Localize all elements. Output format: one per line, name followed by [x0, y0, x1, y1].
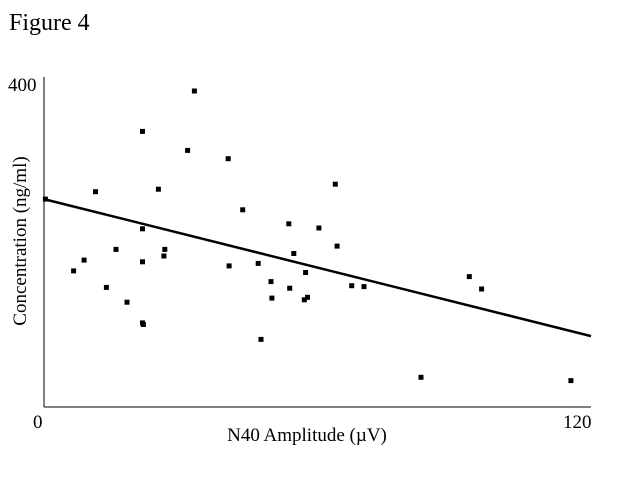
data-point-29: [303, 270, 309, 275]
data-point-33: [334, 243, 340, 249]
data-point-10: [140, 259, 145, 265]
data-point-14: [161, 253, 167, 259]
y-tick-label-400: 400: [8, 75, 37, 96]
data-point-21: [255, 260, 261, 266]
data-point-22: [258, 336, 264, 342]
data-point-17: [191, 88, 197, 94]
x-axis-label: N40 Amplitude (µV): [227, 425, 387, 446]
data-point-7: [124, 299, 130, 305]
data-point-30: [305, 294, 310, 300]
data-point-38: [479, 286, 485, 292]
data-point-31: [316, 225, 322, 231]
data-points: [42, 88, 574, 384]
data-point-5: [103, 284, 109, 290]
trend-line: [43, 197, 592, 338]
data-point-18: [225, 156, 231, 162]
data-point-28: [301, 297, 307, 303]
figure-label: Figure 4: [9, 10, 90, 36]
data-point-25: [286, 221, 292, 227]
data-point-27: [291, 251, 297, 256]
data-point-12: [140, 322, 146, 327]
data-point-20: [240, 207, 246, 213]
data-point-13: [155, 186, 161, 192]
data-point-36: [418, 374, 424, 380]
data-point-8: [140, 128, 145, 134]
data-point-24: [269, 295, 275, 301]
data-point-19: [226, 263, 232, 269]
data-point-4: [93, 189, 98, 195]
x-tick-label-120: 120: [563, 412, 592, 433]
data-point-35: [361, 284, 367, 290]
y-axis-label: Concentration (ng/ml): [10, 156, 31, 325]
data-point-2: [71, 268, 77, 274]
data-point-32: [332, 181, 338, 187]
data-point-6: [113, 246, 119, 252]
data-point-16: [185, 147, 191, 153]
data-point-26: [287, 285, 293, 291]
data-point-9: [140, 226, 145, 232]
data-point-34: [349, 283, 355, 289]
x-tick-label-0: 0: [33, 412, 43, 433]
data-point-23: [268, 279, 274, 285]
data-point-3: [81, 257, 87, 263]
data-point-15: [162, 246, 168, 252]
data-point-39: [568, 378, 574, 384]
data-point-37: [466, 274, 472, 280]
